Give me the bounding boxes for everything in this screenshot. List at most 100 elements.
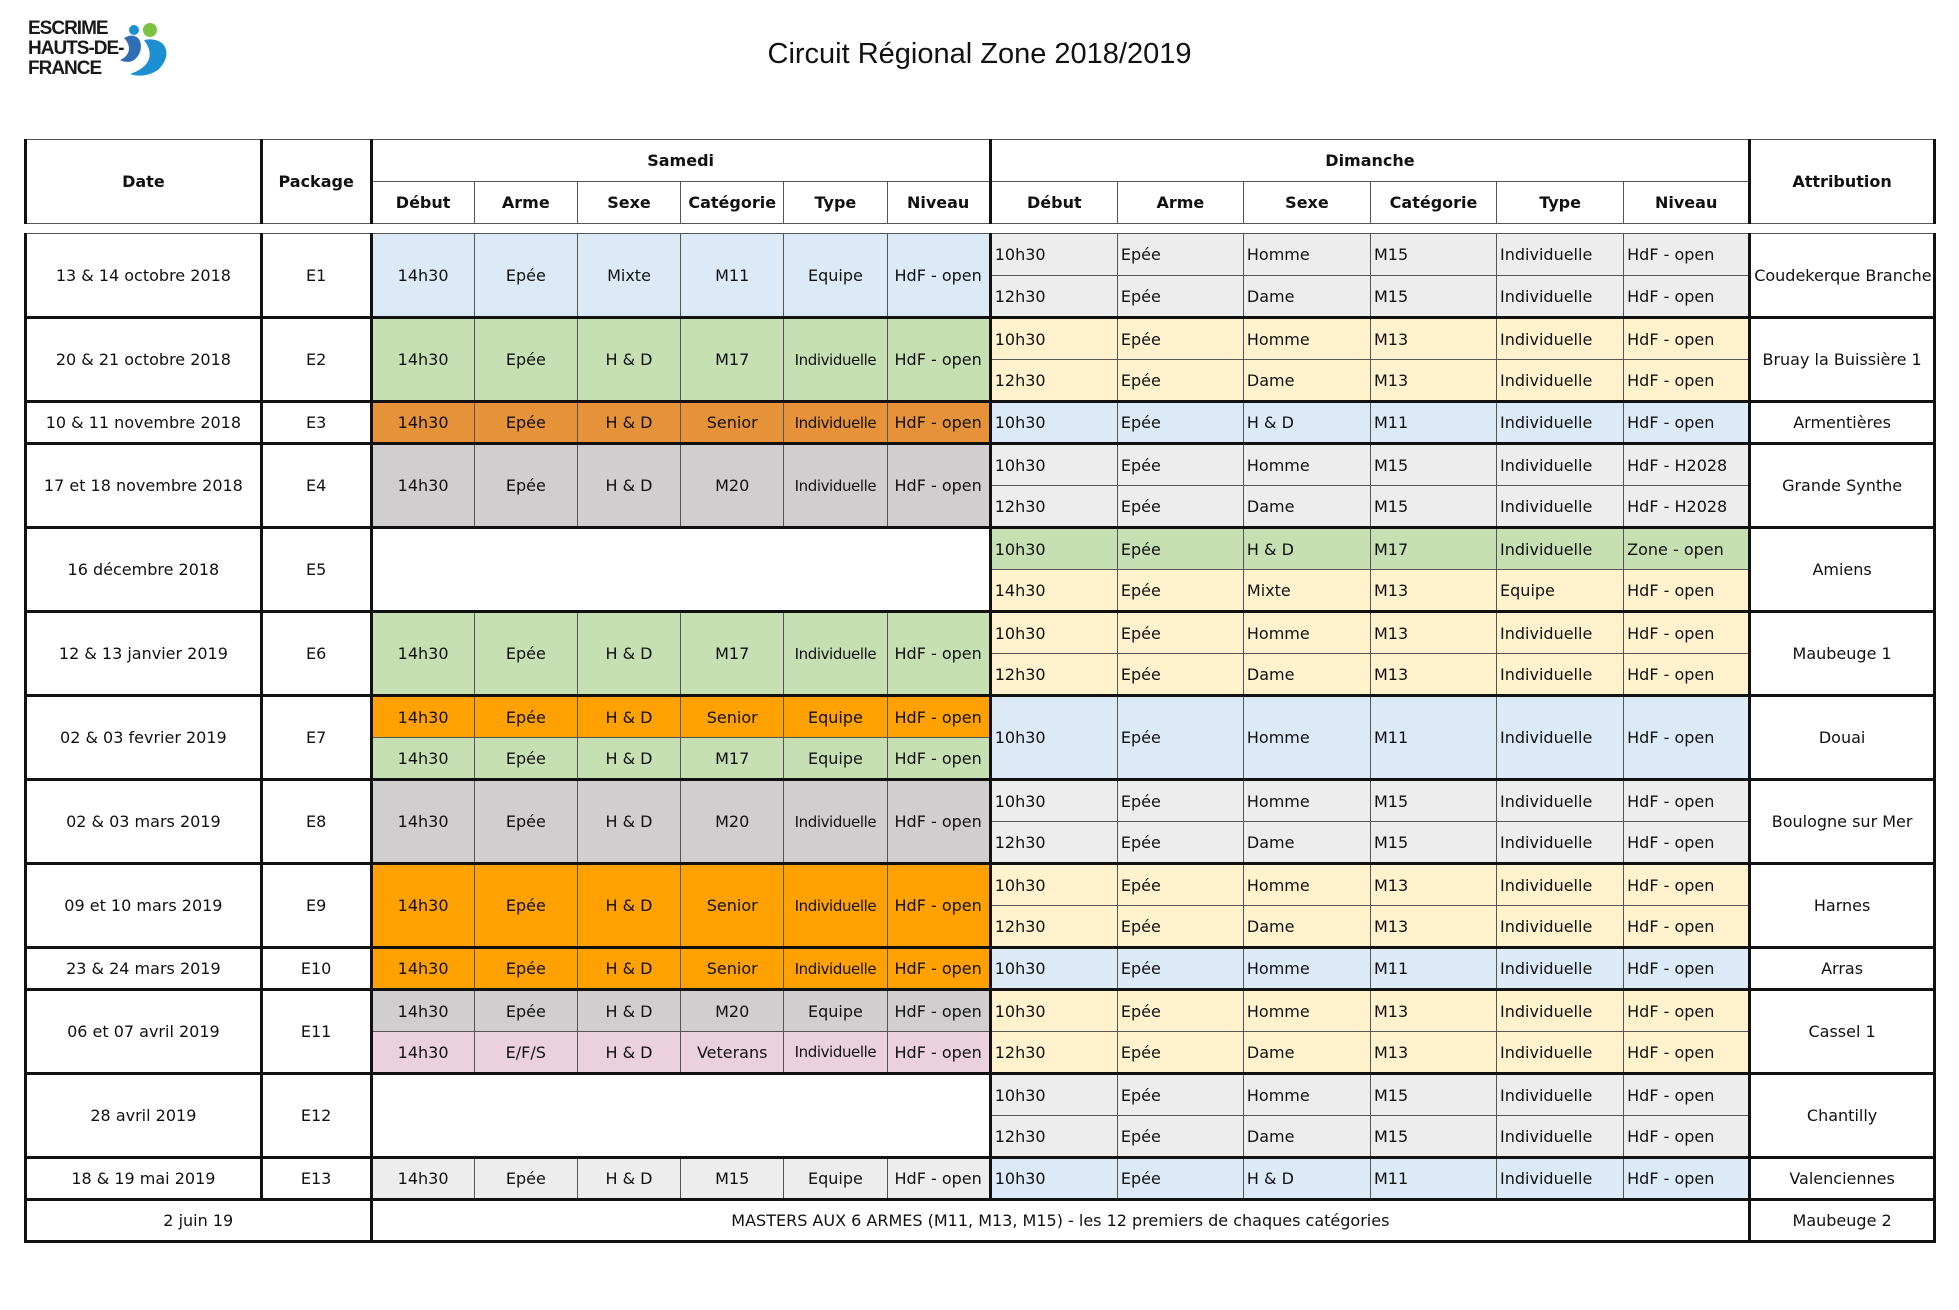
samedi-sexe: H & D [576,443,682,529]
samedi-categorie: M15 [680,1157,785,1201]
header-dim-niveau: Niveau [1623,181,1752,224]
dimanche-type: Individuelle [1496,611,1625,654]
dimanche-debut: 10h30 [989,443,1118,486]
dimanche-debut: 10h30 [989,527,1118,570]
dimanche-sexe: Dame [1242,275,1372,319]
dimanche-debut: 12h30 [989,485,1118,529]
header-sam-debut: Début [370,181,475,224]
dimanche-categorie: M15 [1369,1073,1498,1116]
samedi-sexe: H & D [576,989,682,1032]
samedi-categorie: M17 [680,737,785,781]
samedi-arme: Epée [473,947,578,991]
samedi-niveau: HdF - open [886,317,992,403]
event-package: E11 [260,989,373,1075]
event-package: E12 [260,1073,373,1159]
header-sam-niveau: Niveau [886,181,992,224]
event-row: 12h30 Epée Dame M13 Individuelle HdF - open [26,905,1935,949]
event-date: 28 avril 2019 [24,1073,263,1159]
dimanche-niveau: HdF - open [1623,947,1752,991]
dimanche-arme: Epée [1116,695,1244,781]
dimanche-niveau: HdF - open [1623,905,1752,949]
samedi-type: Equipe [783,1157,888,1201]
event-package: E13 [260,1157,373,1201]
dimanche-sexe: Homme [1242,779,1372,822]
dimanche-categorie: M13 [1369,905,1498,949]
event-row: 06 et 07 avril 2019 E11 14h30 Epée H & D M20 E… [24,989,1936,1075]
header-dim-sexe: Sexe [1242,181,1372,224]
event-row: 12h30 Epée Dame M13 Individuelle HdF - open [26,653,1935,697]
dimanche-debut: 12h30 [989,653,1118,697]
event-date: 10 & 11 novembre 2018 [24,401,263,445]
samedi-arme: Epée [473,1157,578,1201]
dimanche-debut: 12h30 [989,1115,1118,1159]
dimanche-sexe: Homme [1242,989,1372,1032]
header-dim-categorie: Catégorie [1369,181,1498,224]
dimanche-arme: Epée [1116,1073,1244,1116]
samedi-debut: 14h30 [370,1031,475,1075]
dimanche-sexe: Homme [1242,317,1372,360]
samedi-debut: 14h30 [370,1157,475,1201]
logo-text-line1: ESCRIME [28,18,109,39]
dimanche-arme: Epée [1116,611,1244,654]
dimanche-arme: Epée [1116,1031,1244,1075]
header-spacer [25,223,1935,234]
samedi-debut: 14h30 [370,317,475,403]
dimanche-debut: 10h30 [989,695,1118,781]
dimanche-categorie: M15 [1369,233,1498,276]
samedi-empty [370,527,992,613]
event-package: E2 [260,317,373,403]
dimanche-niveau: HdF - open [1623,233,1752,276]
samedi-debut: 14h30 [370,989,475,1032]
dimanche-sexe: Homme [1242,947,1372,991]
samedi-arme: Epée [473,233,578,319]
samedi-categorie: M11 [680,233,785,319]
dimanche-sexe: Dame [1242,485,1372,529]
dimanche-debut: 10h30 [989,863,1118,906]
event-row: 12h30 Epée Dame M15 Individuelle HdF - H2028 [26,485,1935,529]
dimanche-arme: Epée [1116,1115,1244,1159]
event-attribution: Armentières [1749,401,1936,445]
samedi-type: Individuelle [783,779,888,865]
event-package: E4 [260,443,373,529]
event-row: 14h30 E/F/S H & D Veterans Individuelle HdF -… [26,1031,1935,1075]
dimanche-arme: Epée [1116,863,1244,906]
dimanche-categorie: M17 [1369,527,1498,570]
samedi-niveau: HdF - open [886,1157,992,1201]
dimanche-arme: Epée [1116,485,1244,529]
dimanche-debut: 10h30 [989,233,1118,276]
dimanche-sexe: H & D [1242,527,1372,570]
dimanche-niveau: HdF - open [1623,1157,1752,1201]
samedi-arme: Epée [473,611,578,697]
dimanche-niveau: HdF - H2028 [1623,485,1752,529]
dimanche-debut: 12h30 [989,821,1118,865]
event-attribution: Harnes [1749,863,1936,949]
event-date: 02 & 03 fevrier 2019 [24,695,263,781]
dimanche-categorie: M13 [1369,863,1498,906]
dimanche-arme: Epée [1116,443,1244,486]
event-package: E10 [260,947,373,991]
samedi-categorie: Senior [680,863,785,949]
event-attribution: Coudekerque Branche [1749,233,1936,319]
event-row: 17 et 18 novembre 2018 E4 14h30 Epée H & D M2… [24,443,1936,529]
event-row: 23 & 24 mars 2019 E10 14h30 Epée H & D Senior… [24,947,1936,991]
dimanche-sexe: H & D [1242,401,1372,445]
event-date: 16 décembre 2018 [24,527,263,613]
event-date: 09 et 10 mars 2019 [24,863,263,949]
samedi-debut: 14h30 [370,233,475,319]
dimanche-debut: 10h30 [989,401,1118,445]
dimanche-type: Individuelle [1496,527,1625,570]
dimanche-categorie: M13 [1369,569,1498,613]
dimanche-type: Individuelle [1496,821,1625,865]
samedi-niveau: HdF - open [886,401,992,445]
event-attribution: Cassel 1 [1749,989,1936,1075]
event-row: 14h30 Epée H & D M17 Equipe HdF - open [26,737,1935,781]
dimanche-niveau: HdF - open [1623,1073,1752,1116]
masters-attribution: Maubeuge 2 [1749,1199,1936,1243]
dimanche-arme: Epée [1116,989,1244,1032]
dimanche-type: Individuelle [1496,485,1625,529]
header-dim-debut: Début [989,181,1118,224]
logo-text-line3: FRANCE [28,58,102,79]
samedi-type: Individuelle [783,1031,888,1075]
dimanche-categorie: M13 [1369,653,1498,697]
samedi-niveau: HdF - open [886,233,992,319]
